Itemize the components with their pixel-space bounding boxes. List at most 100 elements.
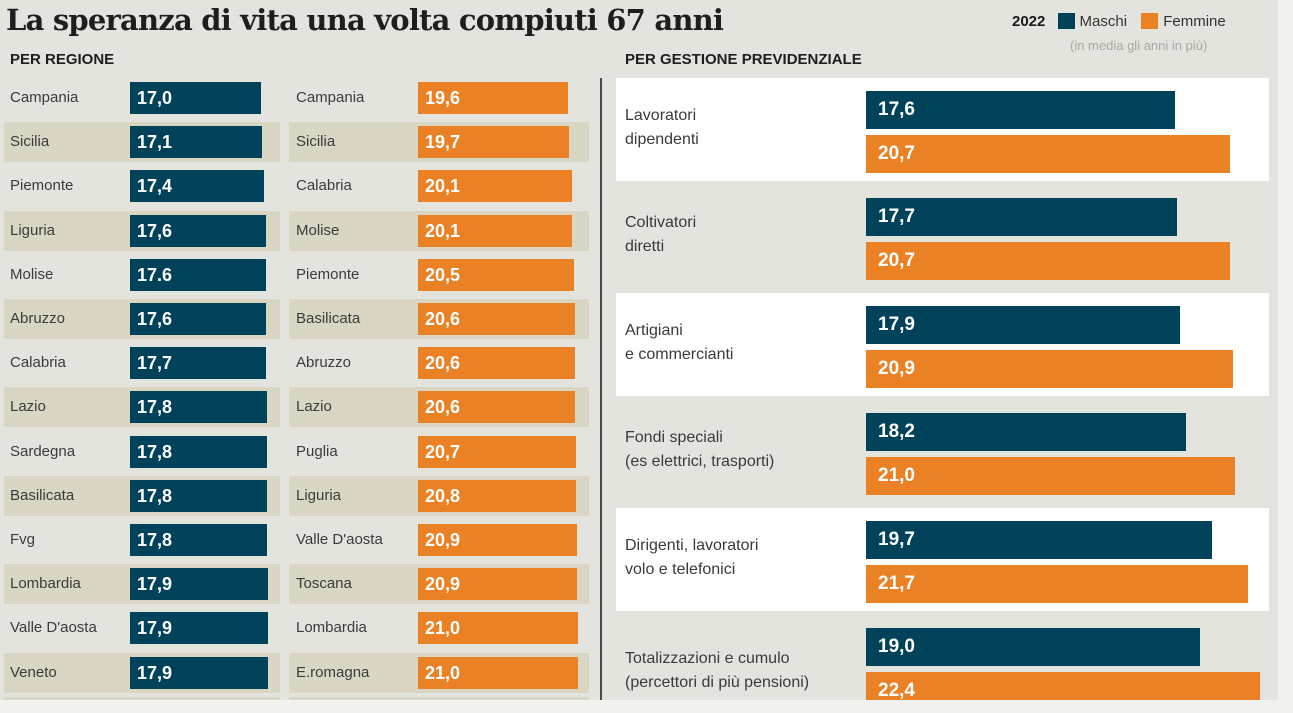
bar-value-label: 21,0 xyxy=(425,618,461,639)
bar-female-lazio: 20,6 xyxy=(418,391,575,424)
bar-male-sicilia: 17,1 xyxy=(130,126,262,159)
region-label: Piemonte xyxy=(10,177,74,195)
category-label-line: (es elettrici, trasporti) xyxy=(625,453,775,471)
bar-value-label: 20,1 xyxy=(425,220,461,241)
bar-value-label: 19,7 xyxy=(878,528,915,550)
bar-femmine-fondi-speciali: 21,0 xyxy=(866,457,1236,496)
legend-female-label: Femmine xyxy=(1163,13,1226,30)
category-label-line: e commercianti xyxy=(625,345,734,363)
bar-value-label: 17,7 xyxy=(878,206,915,228)
bar-female-abruzzo: 20,6 xyxy=(418,347,575,380)
region-row-male: Lombardia 17,9 xyxy=(4,564,280,605)
bar-value-label: 17,0 xyxy=(137,88,173,108)
bar-male-veneto: 17,9 xyxy=(130,656,268,689)
region-row-female: Valle D'aosta 20,9 xyxy=(289,520,589,560)
region-row-male: Campania 17,0 xyxy=(4,78,280,118)
bar-value-label: 17,4 xyxy=(137,176,173,197)
region-row-female: Abruzzo 20,6 xyxy=(289,343,589,383)
region-row-male: Veneto 17,9 xyxy=(4,652,280,693)
bar-femmine-totalizzazioni-e-cumulo: 22,4 xyxy=(866,672,1260,700)
bar-value-label: 20,5 xyxy=(425,264,461,285)
bar-value-label: 17,8 xyxy=(137,485,173,506)
bar-value-label: 17.6 xyxy=(137,264,173,285)
bar-value-label: 20,7 xyxy=(425,441,461,462)
chart-title: La speranza di vita una volta compiuti 6… xyxy=(6,3,724,37)
bar-value-label: 20,7 xyxy=(878,250,915,272)
bar-female-toscana: 20,9 xyxy=(418,568,578,601)
bar-male-valle-d-aosta: 17,9 xyxy=(130,612,268,645)
region-label: Piemonte xyxy=(296,265,360,283)
section-heading-region: PER REGIONE xyxy=(10,51,115,68)
bar-value-label: 20,6 xyxy=(425,397,461,418)
bar-female-lombardia: 21,0 xyxy=(418,612,578,645)
bar-male-liguria: 17,6 xyxy=(130,214,266,247)
bar-value-label: 20,7 xyxy=(878,143,915,164)
region-label: Liguria xyxy=(296,486,342,504)
region-label: Sardegna xyxy=(10,442,76,460)
region-row-female: Lazio 20,6 xyxy=(289,387,589,428)
infographic: La speranza di vita una volta compiuti 6… xyxy=(0,0,1278,700)
bar-female-molise: 20,1 xyxy=(418,214,572,247)
category-label-line: Lavoratori xyxy=(625,107,697,124)
bar-female-piemonte: 20,5 xyxy=(418,258,575,291)
region-label: Lombardia xyxy=(10,575,81,593)
bar-female-puglia: 20,7 xyxy=(418,435,576,468)
bar-value-label: 17,7 xyxy=(137,353,173,374)
bar-value-label: 20,1 xyxy=(425,176,461,197)
bar-value-label: 20,9 xyxy=(425,530,461,550)
bar-value-label: 17,1 xyxy=(137,132,173,153)
legend-year: 2022 xyxy=(1012,13,1046,30)
bar-femmine-lavoratori: 20,7 xyxy=(866,135,1230,173)
region-row-female: Sicilia 19,7 xyxy=(289,122,589,163)
region-row-male: Abruzzo 17,6 xyxy=(4,299,280,339)
region-row-female: Toscana 20,9 xyxy=(289,564,589,605)
region-row-female-cutoff xyxy=(289,696,589,700)
bar-male-piemonte: 17,4 xyxy=(130,170,264,203)
bar-value-label: 19,6 xyxy=(425,88,461,108)
region-label: Lombardia xyxy=(296,619,367,637)
bar-male-lazio: 17,8 xyxy=(130,391,267,424)
bar-female-campania: 19,6 xyxy=(418,82,568,114)
region-row-male: Sicilia 17,1 xyxy=(4,122,280,163)
bar-value-label: 17,6 xyxy=(137,220,173,241)
category-label-line: Totalizzazioni e cumulo xyxy=(625,650,790,667)
bar-value-label: 17,8 xyxy=(137,441,173,462)
category-label: Dirigenti, lavoratori volo e telefonici xyxy=(625,534,855,582)
category-label-line: (percettori di più pensioni) xyxy=(625,674,810,691)
category-label: Coltivatori diretti xyxy=(625,211,855,259)
bar-value-label: 17,6 xyxy=(878,99,915,120)
bar-female-basilicata: 20,6 xyxy=(418,303,575,335)
region-label: Liguria xyxy=(10,221,56,239)
region-row-male: Liguria 17,6 xyxy=(4,210,280,251)
region-row-male-cutoff xyxy=(4,696,280,700)
category-label-line: Dirigenti, lavoratori xyxy=(625,536,759,554)
bar-value-label: 20,6 xyxy=(425,309,461,329)
bar-male-basilicata: 17,8 xyxy=(130,479,267,512)
bar-male-molise: 17.6 xyxy=(130,258,266,291)
bar-male-sardegna: 17,8 xyxy=(130,435,267,468)
bar-value-label: 17,9 xyxy=(137,574,173,595)
region-label: Sicilia xyxy=(10,133,50,151)
bar-value-label: 21,0 xyxy=(878,465,915,487)
region-label: Veneto xyxy=(10,663,57,681)
legend-male-swatch xyxy=(1057,13,1075,29)
region-label: Molise xyxy=(296,221,340,239)
region-label: Abruzzo xyxy=(10,310,66,327)
region-row-male: Calabria 17,7 xyxy=(4,343,280,383)
category-label-line: diretti xyxy=(625,238,665,256)
bar-value-label: 21,0 xyxy=(425,662,461,683)
bar-maschi-coltivatori: 17,7 xyxy=(866,198,1177,237)
region-label: Valle D'aosta xyxy=(10,619,97,637)
bar-value-label: 21,7 xyxy=(878,572,915,594)
bar-female-liguria: 20,8 xyxy=(418,479,577,512)
category-label-line: volo e telefonici xyxy=(625,560,736,578)
region-row-female: Lombardia 21,0 xyxy=(289,608,589,648)
bar-value-label: 17,6 xyxy=(137,309,173,329)
region-label: Campania xyxy=(296,89,365,106)
bar-value-label: 17,9 xyxy=(137,618,173,639)
region-label: Basilicata xyxy=(10,486,75,504)
legend-male-label: Maschi xyxy=(1079,13,1128,30)
region-row-female: Calabria 20,1 xyxy=(289,166,589,206)
region-row-male: Basilicata 17,8 xyxy=(4,475,280,516)
bar-femmine-dirigenti-lavoratori: 21,7 xyxy=(866,564,1248,603)
